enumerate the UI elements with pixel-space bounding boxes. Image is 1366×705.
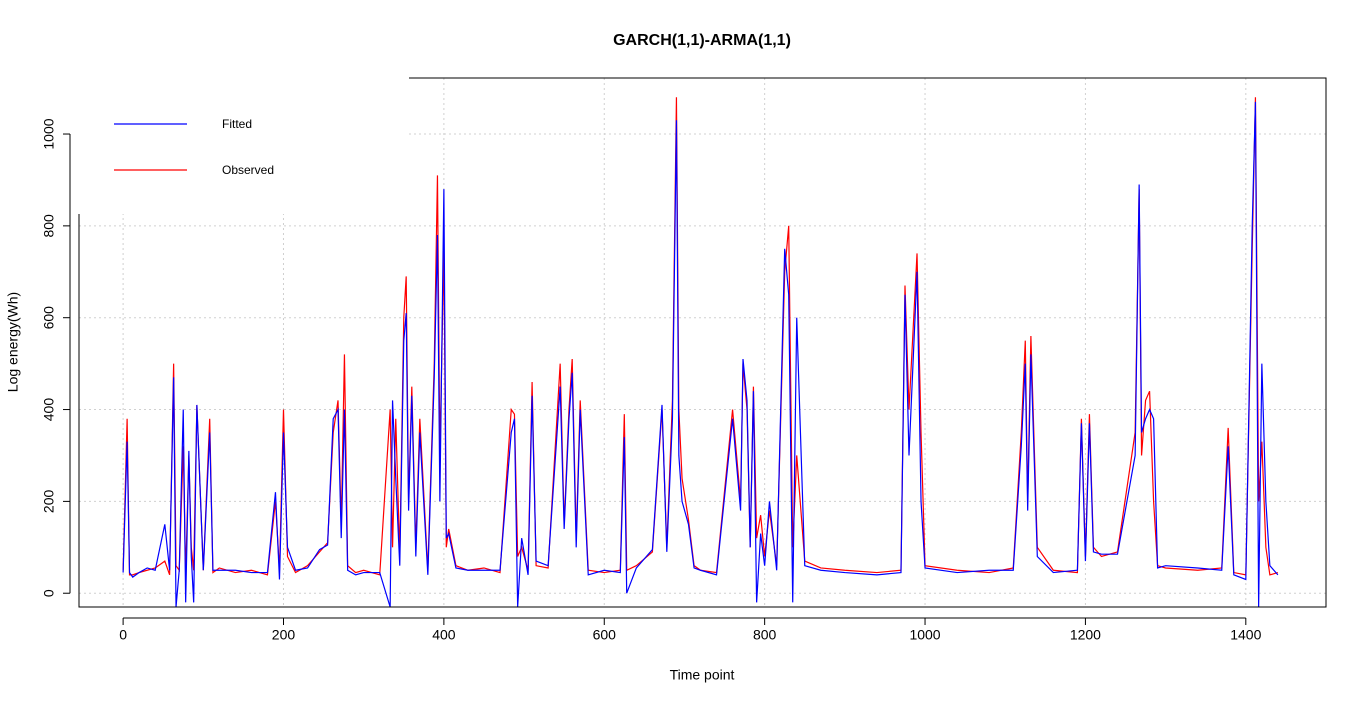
- series-line: [122, 101, 1279, 608]
- x-tick-label: 400: [432, 627, 456, 643]
- y-tick-label: 1000: [41, 118, 57, 149]
- x-tick-label: 1000: [909, 627, 940, 643]
- x-tick-label: 200: [272, 627, 296, 643]
- lines: [122, 97, 1279, 608]
- y-axis-label: Log energy(Wh): [5, 292, 21, 392]
- x-tick-label: 1200: [1070, 627, 1101, 643]
- legend-label: Observed: [222, 163, 274, 177]
- y-tick-label: 600: [41, 306, 57, 330]
- x-tick-label: 600: [593, 627, 617, 643]
- y-tick-label: 800: [41, 214, 57, 238]
- y-tick-label: 200: [41, 489, 57, 513]
- x-axis-label: Time point: [670, 667, 735, 683]
- grid: [79, 78, 1326, 607]
- legend-label: Fitted: [222, 117, 252, 131]
- legend-box: [70, 70, 409, 214]
- y-tick-label: 0: [41, 589, 57, 597]
- x-tick-label: 800: [753, 627, 777, 643]
- legend: Fitted Observed: [114, 117, 274, 177]
- axes: 0 200 400 600 800 1000 1200 1400 0 200 400 600 800 10…: [41, 118, 1262, 642]
- x-tick-label: 1400: [1230, 627, 1261, 643]
- chart-title: GARCH(1,1)-ARMA(1,1): [613, 32, 791, 49]
- x-tick-label: 0: [119, 627, 127, 643]
- y-tick-label: 400: [41, 398, 57, 422]
- plot-box: [78, 77, 1327, 608]
